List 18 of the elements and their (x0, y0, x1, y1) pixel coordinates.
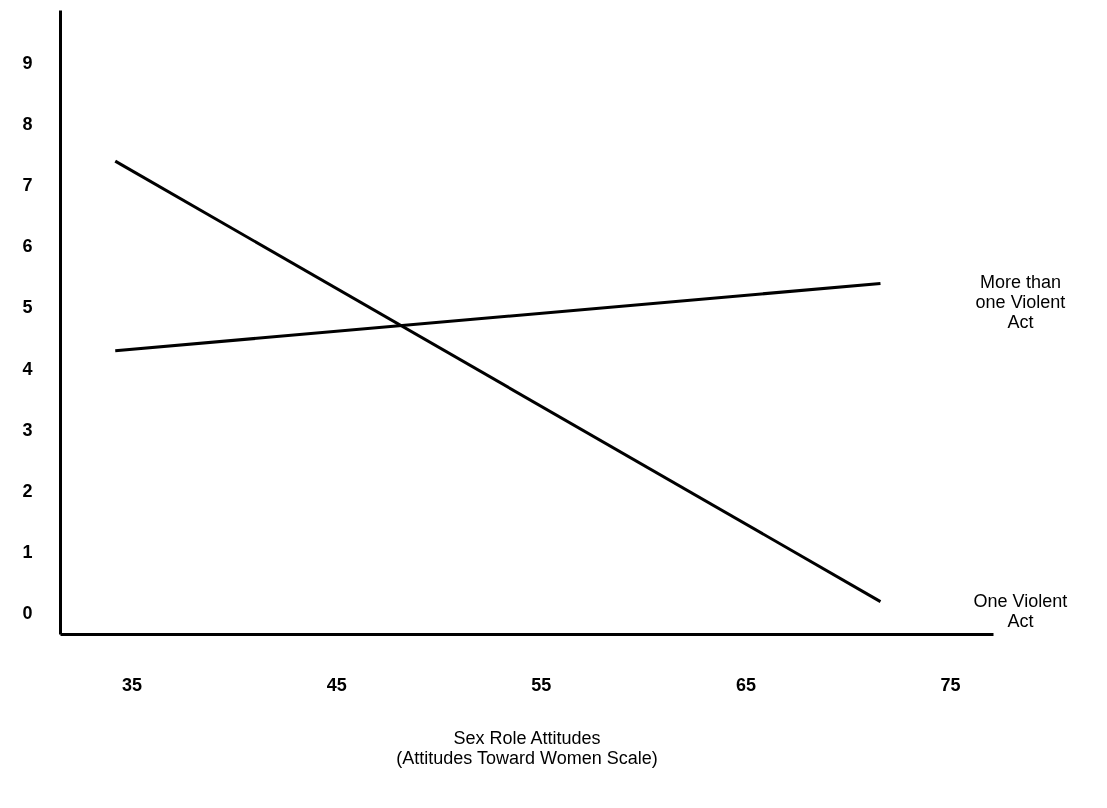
y-tick-label: 5 (22, 297, 33, 318)
text: One Violent Act (973, 590, 1068, 631)
y-tick-label: 0 (22, 603, 33, 624)
y-tick-label: 1 (22, 542, 33, 563)
y-tick-label: 6 (22, 236, 33, 257)
x-tick-label: 75 (940, 674, 961, 695)
x-axis-title: Sex Role Attitudes (Attitudes Toward Women Scale) (396, 727, 658, 768)
text: More than one Violent Act (975, 272, 1066, 333)
x-tick-label: 65 (735, 674, 756, 695)
x-tick-label: 35 (122, 674, 143, 695)
y-tick-label: 2 (22, 480, 33, 501)
y-tick-label: 8 (22, 113, 33, 134)
y-tick-label: 3 (22, 419, 33, 440)
y-tick-label: 9 (22, 52, 33, 73)
x-tick-label: 55 (531, 674, 552, 695)
y-tick-label: 4 (22, 358, 33, 379)
x-tick-label: 45 (326, 674, 347, 695)
y-tick-label: 7 (22, 175, 33, 196)
